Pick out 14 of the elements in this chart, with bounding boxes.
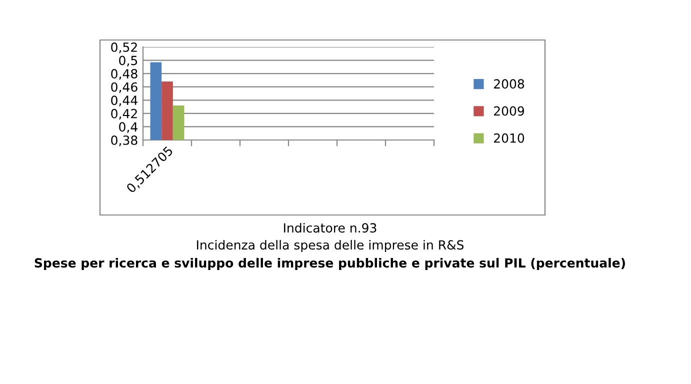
y-tick-label: 0,42: [111, 108, 137, 120]
y-tick-label: 0,46: [111, 82, 138, 94]
y-tick-label: 0,38: [111, 135, 138, 146]
text: Incidenza della spesa delle imprese in R&S: [196, 240, 464, 252]
y-tick-label: 0,52: [111, 42, 137, 54]
y-tick-label: 0,5: [119, 56, 138, 66]
legend-label: 2009: [494, 106, 524, 116]
y-tick-label: 0,4: [119, 122, 138, 133]
legend-label: 2010: [494, 133, 524, 143]
text: Spese per ricerca e sviluppo delle imprese pubbliche e private sul PIL (percentuale): [34, 258, 625, 270]
legend-label: 2008: [494, 79, 524, 89]
text: Indicatore n.93: [284, 222, 376, 233]
y-tick-label: 0,44: [111, 96, 138, 106]
y-tick-label: 0,48: [111, 69, 138, 80]
